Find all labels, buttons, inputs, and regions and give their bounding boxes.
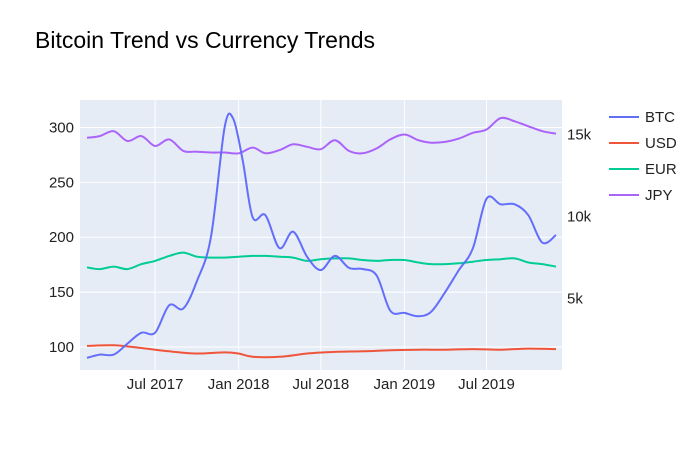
y-left-tick-label: 300 xyxy=(49,119,74,136)
legend-label: BTC xyxy=(645,109,675,126)
y-right-tick-label: 5k xyxy=(567,291,583,308)
y-left-tick-label: 100 xyxy=(49,339,74,356)
legend-item-btc[interactable]: BTC xyxy=(609,109,675,126)
legend-item-usd[interactable]: USD xyxy=(609,135,677,152)
y-right-tick-label: 15k xyxy=(567,126,592,143)
y-left-tick-label: 250 xyxy=(49,174,74,191)
x-tick-label: Jan 2018 xyxy=(208,376,270,393)
x-tick-label: Jul 2019 xyxy=(458,376,515,393)
legend[interactable]: BTC USD EUR JPY xyxy=(609,109,677,204)
y-right-tick-label: 10k xyxy=(567,209,592,226)
legend-item-eur[interactable]: EUR xyxy=(609,161,677,178)
series-line-eur xyxy=(86,251,557,271)
legend-label: USD xyxy=(645,135,677,152)
series-line-jpy xyxy=(86,116,557,155)
series-lines xyxy=(86,112,557,359)
chart-title: Bitcoin Trend vs Currency Trends xyxy=(35,27,376,53)
y-left-tick-label: 150 xyxy=(49,284,74,301)
axis-ticks: 100 150 200 250 300 5k 10k 15k Jul 2017 Jan 2018 J… xyxy=(49,119,592,393)
x-tick-label: Jul 2017 xyxy=(127,376,184,393)
legend-label: JPY xyxy=(645,187,673,204)
series-line-btc xyxy=(86,112,557,359)
y-left-tick-label: 200 xyxy=(49,229,74,246)
x-tick-label: Jan 2019 xyxy=(373,376,435,393)
legend-item-jpy[interactable]: JPY xyxy=(609,187,673,204)
x-tick-label: Jul 2018 xyxy=(292,376,349,393)
series-line-usd xyxy=(86,344,557,359)
legend-label: EUR xyxy=(645,161,677,178)
